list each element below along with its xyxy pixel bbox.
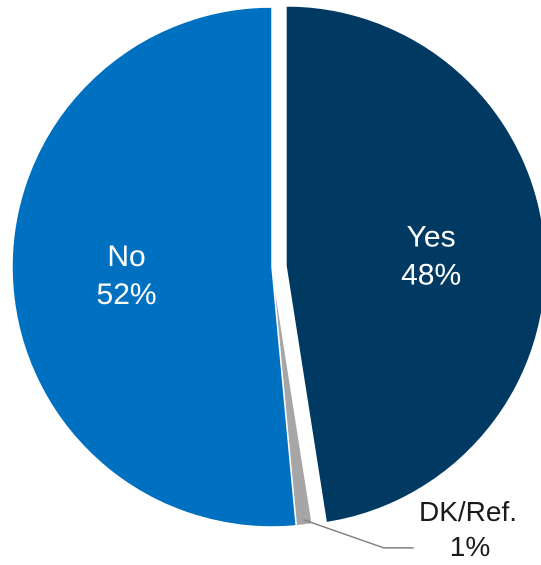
slice-label-dk-ref: DK/Ref. (419, 496, 517, 527)
slice-value-yes: 48% (401, 259, 461, 292)
pie-slice-no (11, 6, 298, 528)
slice-value-no: 52% (97, 278, 157, 311)
slice-value-dk-ref: 1% (450, 531, 490, 562)
pie-slice-yes (285, 5, 541, 524)
slice-label-no: No (107, 240, 145, 273)
leader-line-dk-ref (303, 519, 414, 549)
slice-label-yes: Yes (407, 221, 456, 254)
